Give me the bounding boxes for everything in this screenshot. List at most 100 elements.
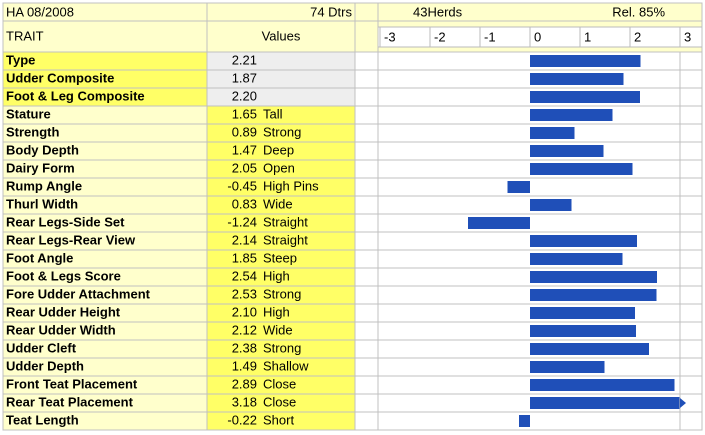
value-label: 2.54 <box>232 268 257 283</box>
trait-cell <box>3 160 207 178</box>
value-cell <box>207 52 355 70</box>
value-label: 2.20 <box>232 88 257 103</box>
bar <box>530 109 613 121</box>
trait-label: Rump Angle <box>6 178 82 193</box>
overflow-arrow <box>680 398 686 408</box>
x-tick-label: 0 <box>534 29 541 44</box>
trait-label: Rear Legs-Side Set <box>6 214 125 229</box>
value-label: 0.83 <box>232 196 257 211</box>
value-label: -0.45 <box>227 178 257 193</box>
value-cell <box>207 88 355 106</box>
value-cell <box>207 268 260 286</box>
descriptor-cell <box>260 394 355 412</box>
x-tick-label: 2 <box>634 29 641 44</box>
trait-cell <box>3 250 207 268</box>
x-tick-label: -3 <box>384 29 396 44</box>
bar <box>530 379 675 391</box>
bar <box>530 235 637 247</box>
descriptor-cell <box>260 358 355 376</box>
descriptor: Strong <box>263 286 301 301</box>
trait-cell <box>3 106 207 124</box>
value-cell <box>207 214 260 232</box>
value-cell <box>207 376 260 394</box>
descriptor-cell <box>260 106 355 124</box>
value-label: 1.87 <box>232 70 257 85</box>
bar <box>530 361 605 373</box>
descriptor-cell <box>260 268 355 286</box>
descriptor-cell <box>260 196 355 214</box>
value-label: -0.22 <box>227 412 257 427</box>
bar <box>530 307 635 319</box>
trait-label: Rear Udder Height <box>6 304 121 319</box>
value-cell <box>207 412 260 430</box>
trait-cell <box>3 286 207 304</box>
trait-cell <box>3 412 207 430</box>
trait-cell <box>3 70 207 88</box>
value-label: 1.49 <box>232 358 257 373</box>
trait-cell <box>3 358 207 376</box>
descriptor: Wide <box>263 322 293 337</box>
value-cell <box>207 178 260 196</box>
descriptor: Deep <box>263 142 294 157</box>
value-label: 0.89 <box>232 124 257 139</box>
trait-label: Stature <box>6 106 51 121</box>
x-tick-label: 1 <box>584 29 591 44</box>
trait-label: Thurl Width <box>6 196 78 211</box>
evaluation: HA 08/2008 <box>6 4 74 19</box>
descriptor-cell <box>260 142 355 160</box>
bar <box>468 217 530 229</box>
trait-label: Udder Composite <box>6 70 114 85</box>
trait-cell <box>3 196 207 214</box>
bar <box>530 271 657 283</box>
descriptor-cell <box>260 376 355 394</box>
descriptor-cell <box>260 322 355 340</box>
trait-label: Rear Legs-Rear View <box>6 232 136 247</box>
trait-label: Type <box>6 52 35 67</box>
trait-cell <box>3 142 207 160</box>
x-tick-label: -1 <box>484 29 496 44</box>
bar <box>530 127 575 139</box>
value-label: 2.53 <box>232 286 257 301</box>
values-header: Values <box>262 28 301 43</box>
descriptor: Steep <box>263 250 297 265</box>
value-label: 2.12 <box>232 322 257 337</box>
bar <box>530 55 641 67</box>
descriptor-cell <box>260 250 355 268</box>
descriptor: High <box>263 268 290 283</box>
trait-cell <box>3 304 207 322</box>
daughters: 74 Dtrs <box>310 4 352 19</box>
value-cell <box>207 196 260 214</box>
trait-cell <box>3 232 207 250</box>
bar <box>530 145 604 157</box>
trait-cell <box>3 394 207 412</box>
descriptor: Straight <box>263 232 308 247</box>
trait-label: Teat Length <box>6 412 79 427</box>
value-label: 2.38 <box>232 340 257 355</box>
value-label: 1.47 <box>232 142 257 157</box>
value-cell <box>207 160 260 178</box>
trait-label: Rear Teat Placement <box>6 394 134 409</box>
value-cell <box>207 322 260 340</box>
value-cell <box>207 124 260 142</box>
trait-cell <box>3 268 207 286</box>
value-label: 1.85 <box>232 250 257 265</box>
value-label: 1.65 <box>232 106 257 121</box>
descriptor: Wide <box>263 196 293 211</box>
value-cell <box>207 250 260 268</box>
trait-label: Body Depth <box>6 142 79 157</box>
trait-cell <box>3 322 207 340</box>
trait-cell <box>3 124 207 142</box>
value-cell <box>207 340 260 358</box>
trait-label: Fore Udder Attachment <box>6 286 151 301</box>
descriptor-cell <box>260 340 355 358</box>
trait-label: Foot & Legs Score <box>6 268 121 283</box>
trait-label: Foot & Leg Composite <box>6 88 145 103</box>
descriptor: Strong <box>263 124 301 139</box>
trait-label: Rear Udder Width <box>6 322 116 337</box>
descriptor-cell <box>260 232 355 250</box>
bar <box>530 91 640 103</box>
descriptor: Straight <box>263 214 308 229</box>
value-label: -1.24 <box>227 214 257 229</box>
x-tick-label: -2 <box>434 29 446 44</box>
